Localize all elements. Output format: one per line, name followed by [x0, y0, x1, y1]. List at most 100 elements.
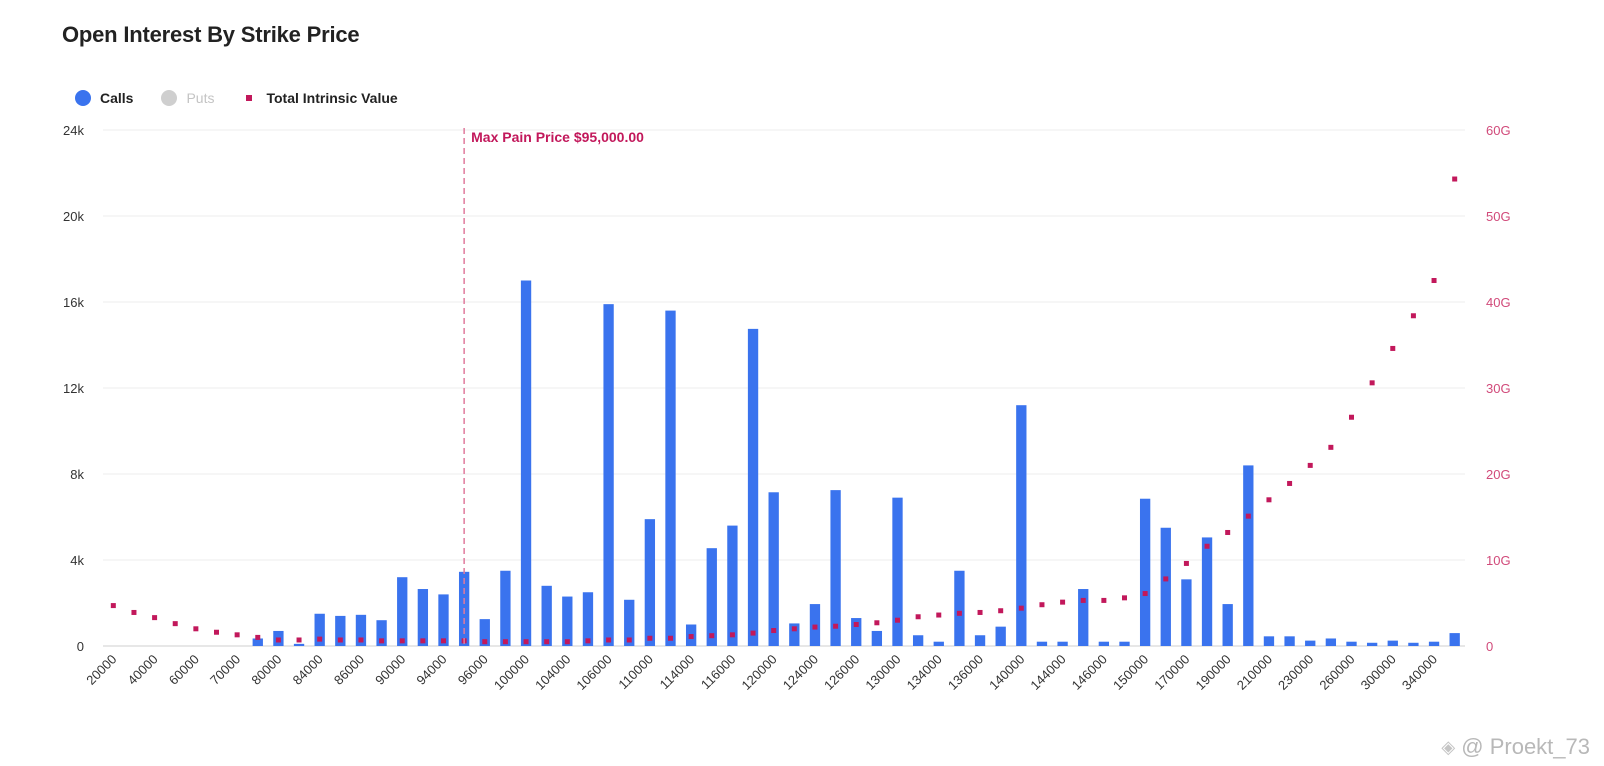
x-tick-label: 80000 — [248, 652, 284, 688]
calls-bar — [293, 643, 305, 646]
intrinsic-point — [668, 635, 673, 641]
x-tick-label: 340000 — [1399, 652, 1440, 693]
x-tick-label: 90000 — [372, 652, 408, 688]
calls-bar — [562, 596, 573, 646]
x-tick-label: 114000 — [657, 652, 698, 693]
calls-bar — [1387, 640, 1398, 646]
x-tick-label: 20000 — [83, 652, 119, 688]
intrinsic-point — [998, 608, 1004, 614]
calls-bar — [1160, 527, 1171, 646]
legend-label-intrinsic: Total Intrinsic Value — [266, 90, 398, 106]
x-tick-label: 84000 — [290, 652, 326, 688]
calls-bar — [624, 599, 635, 646]
calls-bar — [851, 618, 862, 646]
calls-bar — [1346, 641, 1357, 646]
x-tick-label: 210000 — [1234, 652, 1275, 693]
calls-bar — [1325, 638, 1337, 646]
intrinsic-point — [956, 610, 962, 616]
intrinsic-point — [1080, 597, 1086, 603]
calls-bar — [355, 614, 367, 646]
legend-item-intrinsic[interactable]: Total Intrinsic Value — [242, 90, 398, 106]
calls-bar — [892, 497, 903, 646]
calls-bar — [376, 620, 387, 646]
intrinsic-point — [1452, 176, 1458, 182]
x-tick-label: 106000 — [573, 652, 614, 693]
calls-bar — [1263, 636, 1275, 646]
intrinsic-point — [172, 621, 178, 627]
calls-bar — [1449, 633, 1460, 646]
calls-bar — [1243, 465, 1254, 646]
x-tick-label: 140000 — [986, 652, 1027, 693]
intrinsic-point — [1122, 595, 1127, 601]
calls-bar — [314, 613, 325, 646]
calls-bar — [603, 304, 614, 646]
intrinsic-point — [709, 633, 715, 639]
intrinsic-point — [110, 603, 116, 609]
intrinsic-point — [1410, 313, 1416, 319]
x-tick-label: 124000 — [780, 652, 821, 693]
intrinsic-point — [1390, 345, 1396, 351]
y-left-tick-label: 0 — [77, 639, 84, 654]
calls-bar — [397, 577, 408, 646]
intrinsic-point — [131, 609, 137, 615]
legend-item-puts[interactable]: Puts — [161, 90, 214, 106]
x-tick-label: 260000 — [1316, 652, 1357, 693]
y-left-tick-label: 12k — [63, 381, 84, 396]
calls-bar — [995, 626, 1006, 646]
intrinsic-point — [1349, 414, 1354, 420]
calls-bar — [1036, 641, 1048, 646]
calls-bar — [644, 519, 656, 646]
legend: Calls Puts Total Intrinsic Value — [75, 90, 426, 106]
legend-item-calls[interactable]: Calls — [75, 90, 133, 106]
calls-bar — [1222, 604, 1233, 646]
x-tick-label: 96000 — [455, 652, 491, 688]
intrinsic-point — [193, 626, 199, 632]
x-tick-label: 116000 — [698, 652, 739, 693]
intrinsic-point — [1101, 597, 1107, 603]
y-right-tick-label: 10G — [1486, 553, 1511, 568]
intrinsic-point — [1163, 576, 1169, 582]
intrinsic-point — [482, 639, 488, 645]
y-right-tick-label: 40G — [1486, 295, 1511, 310]
watermark-text: @ Proekt_73 — [1461, 734, 1590, 759]
intrinsic-point — [1060, 599, 1066, 605]
intrinsic-point — [1287, 480, 1293, 486]
intrinsic-point — [214, 629, 219, 635]
intrinsic-point — [1039, 602, 1045, 608]
intrinsic-point — [441, 638, 446, 644]
intrinsic-point — [977, 609, 983, 615]
intrinsic-point — [399, 638, 405, 644]
intrinsic-point — [874, 620, 880, 626]
calls-bar — [1408, 642, 1419, 646]
watermark: ◈ @ Proekt_73 — [1441, 734, 1590, 760]
calls-bar — [933, 641, 944, 646]
calls-bar — [1016, 405, 1027, 646]
intrinsic-point — [1245, 513, 1251, 519]
calls-bar — [1098, 641, 1110, 646]
y-left-tick-label: 8k — [70, 467, 84, 482]
x-tick-label: 60000 — [166, 652, 202, 688]
x-tick-label: 190000 — [1193, 652, 1234, 693]
calls-bar — [252, 638, 263, 646]
y-right-tick-label: 50G — [1486, 209, 1511, 224]
calls-bar — [1305, 640, 1316, 646]
calls-bar — [1139, 498, 1151, 646]
calls-bar — [912, 635, 924, 646]
intrinsic-point — [296, 637, 302, 643]
x-tick-label: 130000 — [862, 652, 903, 693]
chart-title: Open Interest By Strike Price — [62, 22, 360, 47]
intrinsic-point — [564, 639, 570, 645]
intrinsic-point — [1018, 605, 1024, 611]
intrinsic-swatch-icon — [246, 95, 253, 101]
x-tick-label: 170000 — [1151, 652, 1192, 693]
calls-bar — [768, 492, 779, 646]
calls-bar — [1057, 641, 1068, 646]
intrinsic-point — [812, 624, 818, 630]
y-right-tick-label: 30G — [1486, 381, 1511, 396]
intrinsic-point — [688, 634, 694, 640]
calls-bar — [871, 630, 883, 646]
x-tick-label: 110000 — [615, 652, 656, 693]
x-tick-label: 94000 — [413, 652, 449, 688]
y-left-tick-label: 20k — [63, 209, 84, 224]
